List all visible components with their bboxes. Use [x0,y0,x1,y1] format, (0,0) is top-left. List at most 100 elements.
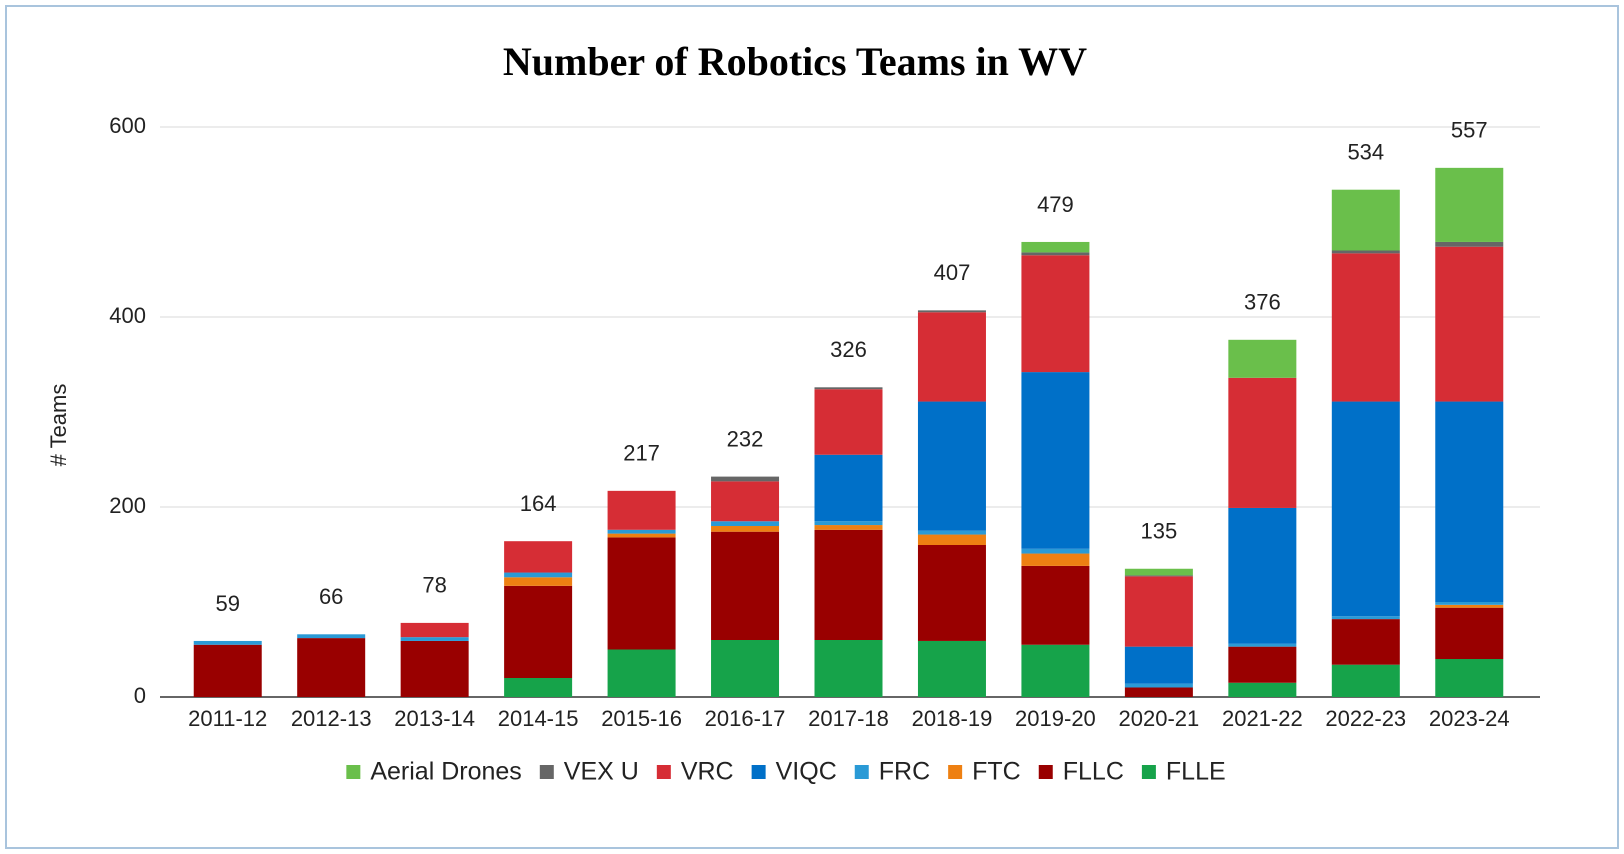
bar-segment [1331,253,1400,402]
legend-swatch [854,765,869,779]
bar-segment [1435,167,1504,242]
total-label: 407 [934,260,971,285]
bar-segment [1435,246,1504,402]
bar-segment [1021,252,1090,256]
legend-label: VEX U [564,758,639,786]
bar-segment [1021,553,1090,566]
chart-title: Number of Robotics Teams in WV [503,39,1087,84]
bar-segment [1124,687,1193,697]
legend-label: VIQC [776,758,837,786]
bar-segment [297,638,366,697]
bar-segment [1228,682,1297,697]
bar-segment [917,401,986,531]
legend-swatch [346,765,361,779]
bar-segment [1435,604,1504,608]
y-tick-label: 600 [109,113,146,138]
total-label: 232 [727,426,764,451]
bar-segment [1124,568,1193,576]
legend-swatch [751,765,766,779]
bar-segment [1021,372,1090,549]
bar-segment [607,649,676,697]
legend-label: Aerial Drones [370,758,521,786]
legend-swatch [948,765,963,779]
x-tick-label: 2016-17 [705,706,786,731]
bar-segment [711,521,780,526]
bar-segment [917,545,986,641]
total-label: 66 [319,584,343,609]
bar-segment [1331,250,1400,254]
legend-label: FRC [879,758,930,786]
bar-segment [1021,241,1090,253]
bar-segment [1021,565,1090,645]
bar-segment [1435,602,1504,605]
bar-segment [504,577,573,586]
x-tick-label: 2015-16 [601,706,682,731]
y-tick-label: 0 [134,683,146,708]
total-label: 534 [1347,140,1384,165]
bar-segment [504,585,573,678]
bar-segment [1228,646,1297,683]
x-tick-label: 2023-24 [1429,706,1510,731]
bar-segment [607,537,676,650]
bar-segment [711,476,780,482]
total-label: 376 [1244,290,1281,315]
x-tick-label: 2013-14 [394,706,475,731]
bar-segment [917,312,986,402]
total-label: 135 [1141,519,1178,544]
x-tick-label: 2014-15 [498,706,579,731]
bar-segment [297,634,366,639]
y-tick-label: 400 [109,303,146,328]
legend-label: FLLC [1063,758,1124,786]
bar-segment [1124,575,1193,577]
bar-segment [1021,255,1090,373]
bar-segment [1331,664,1400,697]
bar-segment [400,640,469,697]
bar-segment [193,644,262,697]
bar-segment [607,533,676,538]
bar-segment [1331,619,1400,665]
bar-segment [607,490,676,530]
bar-segment [400,622,469,638]
bar-segment [917,530,986,535]
bar-segment [814,389,883,455]
legend-swatch [656,765,671,779]
bar-segment [1124,576,1193,647]
total-label: 326 [830,337,867,362]
bar-segment [814,640,883,697]
bar-segment [814,525,883,530]
bar-segment [1331,401,1400,617]
total-label: 557 [1451,118,1488,143]
bar-segment [607,529,676,534]
x-tick-label: 2011-12 [188,706,267,731]
x-tick-label: 2020-21 [1119,706,1200,731]
bar-segment [1228,339,1297,378]
bar-segment [1228,377,1297,508]
bar-segment [711,481,780,522]
bar-segment [1228,643,1297,647]
bar-segment [814,521,883,526]
legend-label: FTC [972,758,1021,786]
total-label: 164 [520,491,557,516]
bar-segment [917,310,986,313]
bar-segment [1435,241,1504,247]
bar-segment [711,526,780,532]
bar-segment [917,534,986,545]
total-label: 59 [215,591,239,616]
x-tick-label: 2018-19 [912,706,993,731]
bar-segment [1435,401,1504,602]
legend-label: VRC [681,758,734,786]
bar-segment [814,387,883,390]
bar-segment [1435,607,1504,659]
bar-segment [1124,683,1193,688]
bar-segment [1021,548,1090,554]
bar-segment [1331,616,1400,620]
legend-swatch [1141,765,1156,779]
bar-segment [1331,189,1400,251]
x-tick-label: 2021-22 [1222,706,1303,731]
legend-label: FLLE [1166,758,1226,786]
x-tick-label: 2012-13 [291,706,372,731]
legend-swatch [1038,765,1053,779]
total-label: 78 [422,573,446,598]
legend-swatch [539,765,554,779]
bar-segment [1435,659,1504,697]
